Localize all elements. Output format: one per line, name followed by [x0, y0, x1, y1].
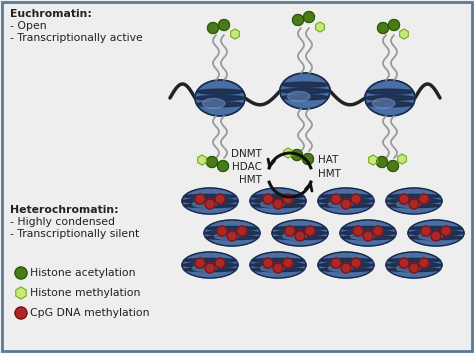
Circle shape	[389, 19, 400, 30]
Circle shape	[441, 226, 451, 236]
Ellipse shape	[386, 199, 442, 203]
Ellipse shape	[182, 252, 238, 278]
Ellipse shape	[386, 188, 442, 214]
Circle shape	[205, 199, 215, 209]
Ellipse shape	[320, 203, 372, 208]
Polygon shape	[231, 29, 239, 39]
Circle shape	[341, 199, 351, 209]
Ellipse shape	[320, 258, 372, 263]
Ellipse shape	[182, 199, 238, 203]
Circle shape	[217, 226, 227, 236]
Ellipse shape	[192, 265, 216, 271]
Ellipse shape	[204, 231, 260, 235]
Ellipse shape	[280, 81, 330, 96]
Ellipse shape	[408, 231, 464, 235]
Ellipse shape	[388, 268, 440, 271]
Circle shape	[399, 194, 409, 204]
Ellipse shape	[328, 265, 352, 271]
Circle shape	[292, 150, 302, 161]
Circle shape	[419, 194, 429, 204]
Text: HAT
HMT: HAT HMT	[318, 155, 341, 179]
Ellipse shape	[250, 199, 306, 203]
Ellipse shape	[320, 268, 372, 271]
Circle shape	[373, 226, 383, 236]
Circle shape	[377, 23, 389, 34]
Circle shape	[227, 231, 237, 241]
Circle shape	[283, 194, 293, 204]
Circle shape	[305, 226, 315, 236]
Circle shape	[303, 12, 315, 23]
Ellipse shape	[365, 88, 415, 102]
Ellipse shape	[328, 201, 352, 208]
Circle shape	[302, 154, 313, 164]
Ellipse shape	[197, 102, 244, 107]
Circle shape	[263, 194, 273, 204]
Ellipse shape	[206, 235, 258, 240]
Text: Histone acetylation: Histone acetylation	[30, 268, 136, 278]
Ellipse shape	[320, 195, 372, 198]
Circle shape	[376, 156, 388, 168]
Ellipse shape	[318, 188, 374, 214]
Circle shape	[419, 258, 429, 268]
Ellipse shape	[388, 258, 440, 263]
Text: - Transcriptionally silent: - Transcriptionally silent	[10, 229, 139, 239]
Ellipse shape	[283, 233, 306, 239]
Ellipse shape	[252, 195, 304, 198]
Ellipse shape	[396, 265, 420, 271]
Ellipse shape	[202, 98, 225, 108]
Ellipse shape	[396, 201, 420, 208]
Circle shape	[351, 258, 361, 268]
Ellipse shape	[261, 265, 284, 271]
Ellipse shape	[318, 252, 374, 278]
Circle shape	[292, 14, 303, 25]
Circle shape	[215, 194, 225, 204]
Ellipse shape	[250, 252, 306, 278]
Ellipse shape	[206, 226, 258, 231]
Text: Euchromatin:: Euchromatin:	[10, 9, 92, 19]
Text: Heterochromatin:: Heterochromatin:	[10, 205, 118, 215]
Polygon shape	[316, 22, 324, 32]
Ellipse shape	[373, 98, 395, 108]
Ellipse shape	[288, 91, 310, 101]
Polygon shape	[16, 287, 26, 299]
Circle shape	[263, 258, 273, 268]
Ellipse shape	[272, 220, 328, 246]
Circle shape	[351, 194, 361, 204]
Circle shape	[353, 226, 363, 236]
Ellipse shape	[215, 233, 238, 239]
Ellipse shape	[280, 73, 330, 109]
Circle shape	[219, 19, 229, 30]
Ellipse shape	[282, 95, 328, 100]
Text: DNMT
HDAC
HMT: DNMT HDAC HMT	[231, 149, 262, 185]
Ellipse shape	[410, 226, 462, 231]
Ellipse shape	[318, 199, 374, 203]
Ellipse shape	[184, 203, 236, 208]
Circle shape	[195, 194, 205, 204]
Ellipse shape	[274, 235, 326, 240]
Polygon shape	[283, 148, 292, 158]
Ellipse shape	[365, 95, 415, 101]
Ellipse shape	[195, 88, 245, 102]
Ellipse shape	[318, 263, 374, 267]
Text: Histone methylation: Histone methylation	[30, 288, 140, 298]
Ellipse shape	[350, 233, 374, 239]
Circle shape	[388, 161, 399, 172]
Circle shape	[331, 194, 341, 204]
Circle shape	[295, 231, 305, 241]
Circle shape	[399, 258, 409, 268]
Ellipse shape	[195, 80, 245, 116]
Ellipse shape	[408, 220, 464, 246]
Ellipse shape	[388, 203, 440, 208]
Ellipse shape	[182, 188, 238, 214]
Ellipse shape	[419, 233, 442, 239]
Ellipse shape	[250, 188, 306, 214]
Ellipse shape	[280, 89, 330, 94]
Circle shape	[273, 263, 283, 273]
Ellipse shape	[195, 95, 245, 101]
Ellipse shape	[342, 226, 394, 231]
Polygon shape	[369, 155, 377, 165]
Polygon shape	[198, 155, 206, 165]
Ellipse shape	[252, 203, 304, 208]
Ellipse shape	[342, 235, 394, 240]
